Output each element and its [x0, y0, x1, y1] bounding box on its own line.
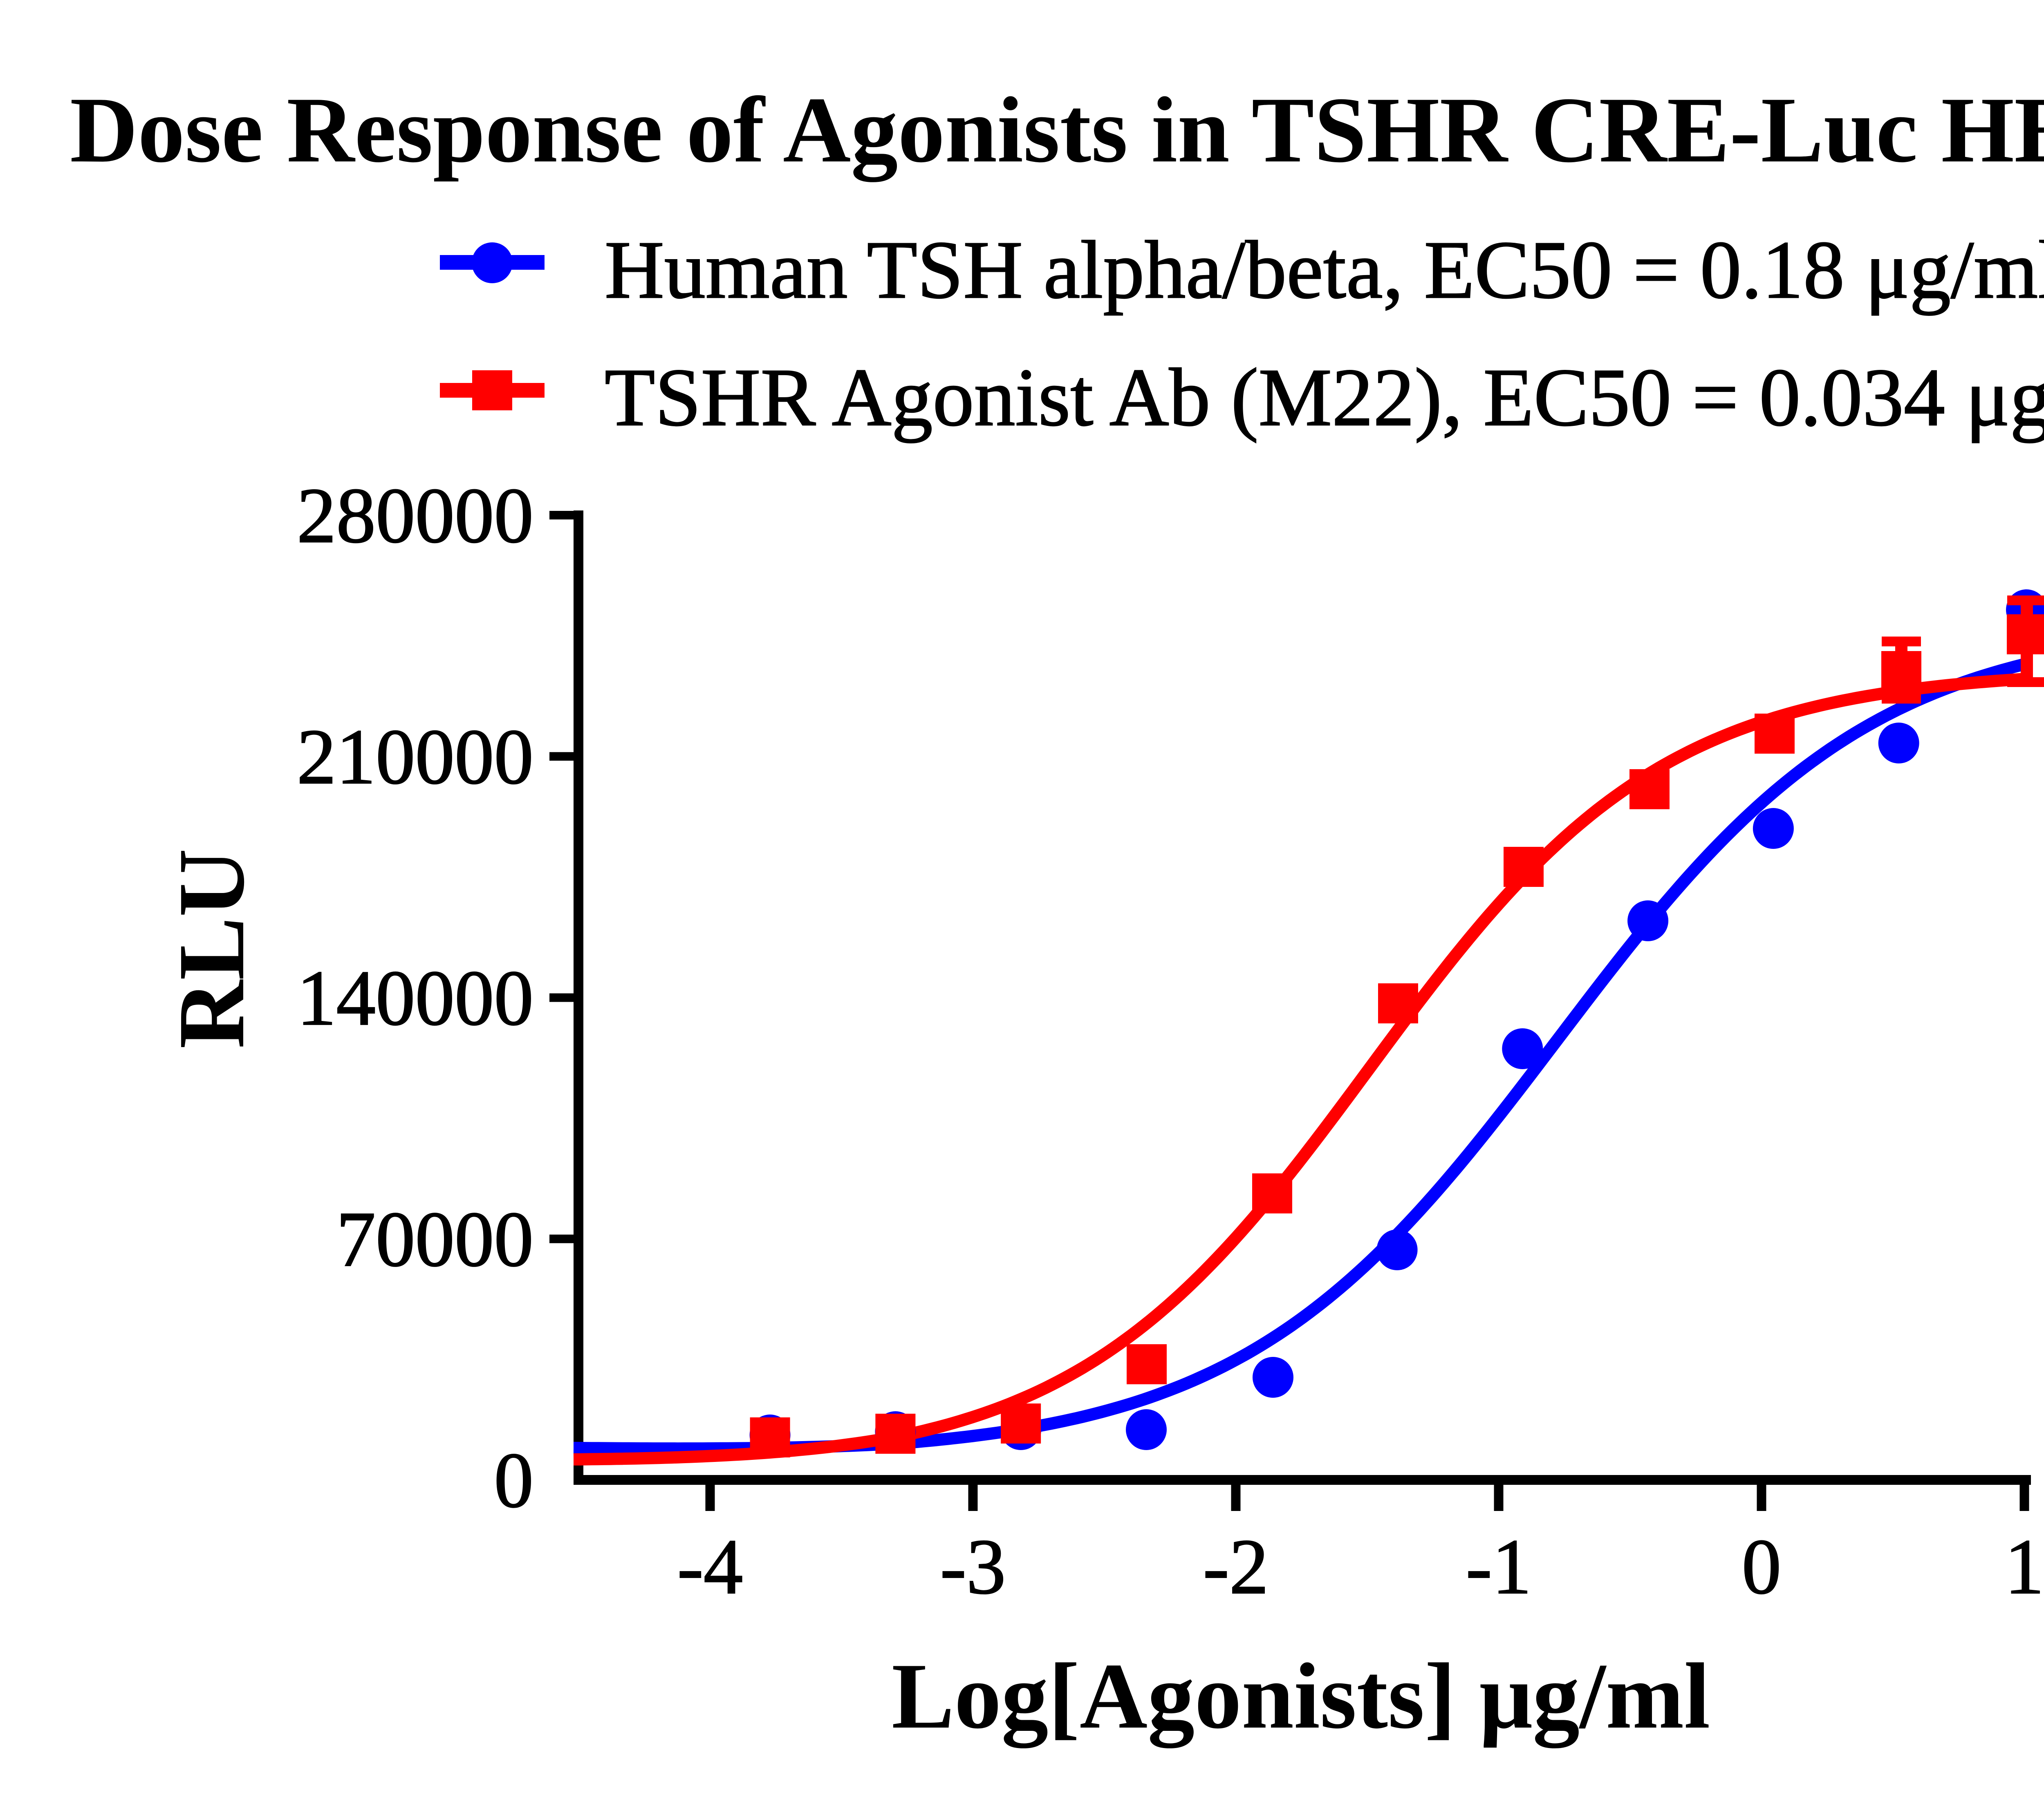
- svg-text:0: 0: [494, 1437, 534, 1524]
- svg-text:Dose Response of Agonists in T: Dose Response of Agonists in TSHR CRE-Lu…: [70, 78, 2044, 182]
- svg-text:RLU: RLU: [159, 848, 264, 1049]
- svg-text:TSHR Agonist Ab (M22), EC50 =: TSHR Agonist Ab (M22), EC50 = 0.034 μg/m…: [605, 351, 2044, 443]
- svg-text:70000: 70000: [336, 1195, 534, 1283]
- svg-text:-1: -1: [1466, 1523, 1532, 1610]
- svg-text:280000: 280000: [297, 472, 533, 559]
- svg-text:1: 1: [2005, 1523, 2044, 1610]
- svg-text:140000: 140000: [297, 954, 533, 1042]
- svg-text:-2: -2: [1203, 1523, 1269, 1610]
- svg-text:-4: -4: [677, 1523, 743, 1610]
- svg-text:210000: 210000: [297, 713, 533, 800]
- svg-text:Human TSH alpha/beta, EC50 = 0: Human TSH alpha/beta, EC50 = 0.18 μg/ml: [605, 224, 2044, 316]
- svg-text:0: 0: [1742, 1523, 1782, 1610]
- svg-text:-3: -3: [940, 1523, 1006, 1610]
- svg-text:Log[Agonists] μg/ml: Log[Agonists] μg/ml: [892, 1644, 1710, 1748]
